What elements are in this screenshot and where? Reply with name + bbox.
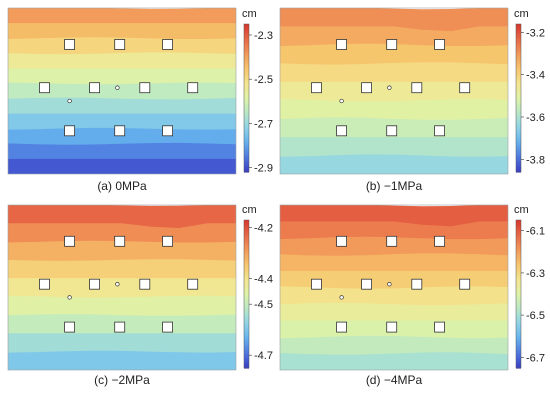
square-marker [386,39,398,50]
contour-band [8,157,236,174]
circle-marker [115,282,120,287]
colorbar-tick-label: -4.5 [254,299,273,311]
panel-caption: (c) −2MPa [94,373,150,387]
circle-marker [387,282,392,287]
circle-marker [115,85,120,90]
circle-marker [387,85,392,90]
circle-marker [339,98,344,104]
colorbar-tick-label: -2.7 [254,118,273,130]
panel-caption: (d) −4MPa [366,373,423,387]
square-marker [459,278,471,290]
colorbar-tick-label: -6.3 [526,268,545,280]
colorbar-unit: cm [242,8,257,20]
square-marker [89,278,100,290]
colorbar-tick-label: -3.4 [526,70,545,82]
square-marker [411,278,423,290]
colorbar-tick-label: -4.4 [254,274,273,286]
square-marker [39,82,50,94]
square-marker [114,321,126,333]
square-marker [386,321,398,333]
square-marker [311,278,322,290]
panel-1: cm -2.3 -2.5 -2.7 -2.9 (a) 0MPa [7,7,273,193]
panel-3: cm -4.2 -4.4 -4.5 -4.7 (c) −2MPa [7,204,273,387]
plot-frame [279,204,509,371]
colorbar-tick-label: -3.2 [526,28,545,40]
plot-frame [279,7,509,175]
colorbar: cm -4.2 -4.4 -4.5 -4.7 [242,204,273,369]
panel-caption: (b) −1MPa [366,179,423,193]
plot-frame [7,7,237,175]
square-marker [162,125,174,137]
square-marker [139,278,151,290]
contour-band [8,350,236,370]
colorbar-tick-label: -3.8 [526,154,545,166]
colorbar-tick-label: -6.1 [526,226,545,238]
square-marker [459,82,471,94]
square-marker [336,321,348,333]
square-marker [64,321,75,333]
square-marker [64,125,75,137]
circle-marker [67,295,72,300]
colorbar-unit: cm [242,204,257,216]
square-marker [114,235,126,247]
colorbar-unit: cm [514,8,529,20]
contour-band [280,154,508,174]
square-marker [434,39,446,50]
square-marker [311,82,322,94]
panel-caption: (a) 0MPa [97,179,147,193]
square-marker [434,321,446,333]
square-marker [114,125,126,137]
colorbar-unit: cm [514,204,529,216]
panel-4: cm -6.1 -6.3 -6.5 -6.7 (d) −4MPa [279,204,545,387]
plot-frame [7,204,237,371]
square-marker [162,321,174,333]
circle-marker [67,98,72,104]
colorbar: cm -6.1 -6.3 -6.5 -6.7 [514,204,545,369]
square-marker [336,39,348,50]
contour-plot [280,205,508,370]
square-marker [336,125,348,137]
colorbar-tick-label: -4.2 [254,223,273,235]
square-marker [386,235,398,247]
square-marker [411,82,423,94]
colorbar: cm -2.3 -2.5 -2.7 -2.9 [242,8,273,175]
square-marker [361,278,373,290]
square-marker [114,39,126,50]
panel-2: cm -3.2 -3.4 -3.6 -3.8 (b) −1MPa [279,7,545,193]
colorbar: cm -3.2 -3.4 -3.6 -3.8 [514,8,545,173]
square-marker [434,125,446,137]
square-marker [187,278,199,290]
contour-plot [280,8,508,174]
square-marker [139,82,151,94]
colorbar-tick-label: -6.7 [526,352,545,364]
square-marker [434,235,446,247]
square-marker [162,39,174,50]
square-marker [187,82,199,94]
contour-band [280,352,508,370]
square-marker [336,235,348,247]
square-marker [89,82,100,94]
square-marker [64,39,75,50]
colorbar-tick-label: -3.6 [526,112,545,124]
colorbar-tick-label: -2.3 [254,30,273,42]
square-marker [39,278,50,290]
square-marker [64,235,75,247]
square-marker [361,82,373,94]
colorbar-tick-label: -6.5 [526,310,545,322]
colorbar-tick-label: -2.9 [254,163,273,175]
colorbar-tick-label: -2.5 [254,74,273,86]
square-marker [162,235,174,247]
circle-marker [339,295,344,300]
colorbar-tick-label: -4.7 [254,350,273,362]
square-marker [386,125,398,137]
